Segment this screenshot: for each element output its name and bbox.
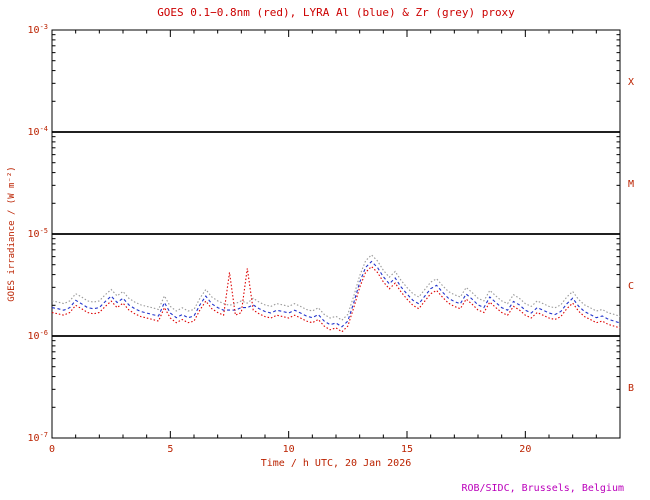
plot-area: 0 5 10 15 20 10-3 10-4 10-5 10-6 10-7	[28, 23, 621, 455]
svg-text:10-4: 10-4	[28, 125, 48, 138]
flare-class-label-b: B	[628, 383, 634, 394]
svg-text:10: 10	[283, 444, 295, 455]
chart-title: GOES 0.1−0.8nm (red), LYRA Al (blue) & Z…	[157, 6, 515, 19]
flare-class-label-c: C	[628, 281, 634, 292]
svg-text:5: 5	[167, 444, 173, 455]
svg-text:10-6: 10-6	[28, 329, 48, 342]
svg-text:10-3: 10-3	[28, 23, 48, 36]
y-axis-label: GOES irradiance / (W m⁻²)	[7, 166, 17, 301]
svg-text:0: 0	[49, 444, 55, 455]
svg-text:15: 15	[401, 444, 413, 455]
svg-text:10-5: 10-5	[28, 227, 48, 240]
svg-text:10-7: 10-7	[28, 431, 48, 444]
flare-class-label-x: X	[628, 77, 634, 88]
svg-text:20: 20	[519, 444, 531, 455]
flare-class-label-m: M	[628, 179, 634, 190]
x-axis-label: Time / h UTC, 20 Jan 2026	[261, 458, 412, 469]
credit-text: ROB/SIDC, Brussels, Belgium	[461, 483, 624, 494]
